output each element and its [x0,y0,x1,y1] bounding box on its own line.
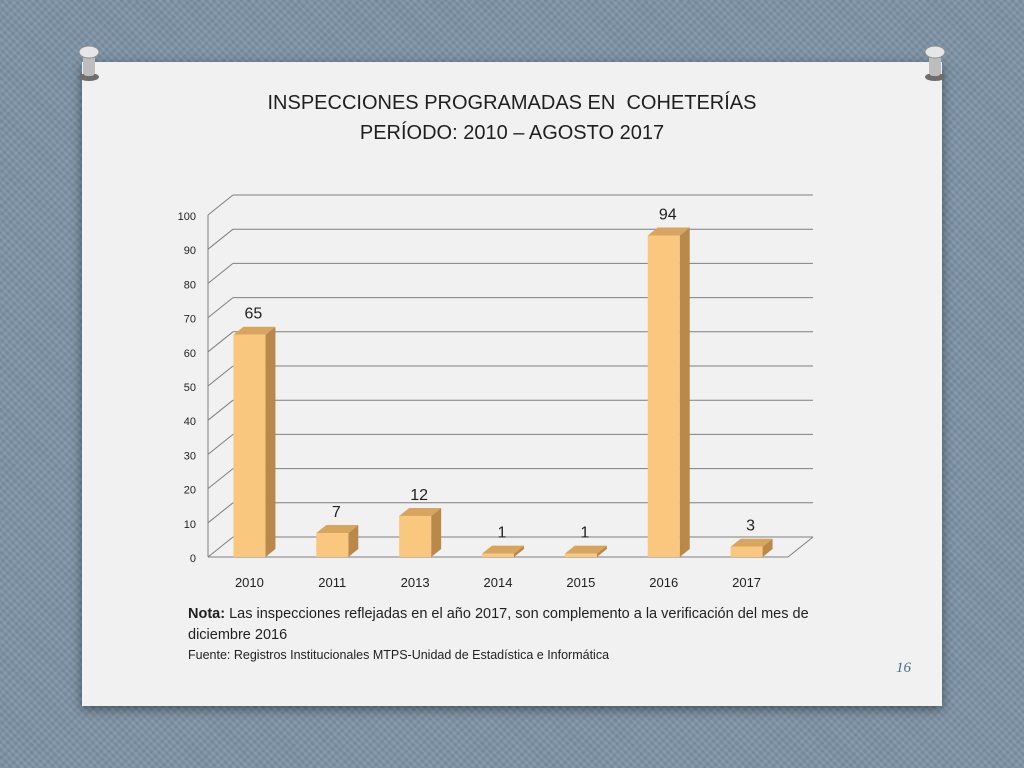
y-tick-label: 90 [184,245,196,257]
y-tick-label: 50 [184,382,196,394]
x-tick-label: 2011 [318,575,346,590]
y-tick-label: 40 [184,416,196,428]
y-tick-label: 70 [184,314,196,326]
bar-top [316,525,359,534]
x-tick-label: 2016 [649,575,678,590]
bar-top [730,538,773,547]
bar [316,533,349,557]
x-tick-label: 2014 [484,575,513,590]
gridline-side [207,399,234,421]
bar [730,546,763,557]
bar-side [679,227,690,557]
y-tick-label: 100 [178,211,196,223]
bar-top [564,545,607,554]
chart-title-line2: PERÍODO: 2010 – AGOSTO 2017 [359,122,665,144]
floor-right-edge [787,536,814,558]
data-label: 3 [746,518,755,535]
pushpin-left-icon [78,45,100,81]
bar [482,553,514,557]
bar [647,235,680,557]
gridline-side [207,194,234,216]
page-number: 16 [896,660,911,676]
x-tick-label: 2013 [401,575,430,590]
gridline-side [207,297,234,318]
bar-top [482,545,524,554]
data-label: 7 [332,504,341,521]
bar-top [399,507,442,516]
bar-side [596,545,607,557]
bar-side [514,545,524,557]
y-tick-label: 10 [184,519,196,531]
gridline-side [207,468,234,489]
data-label: 94 [659,207,677,224]
bar-side [348,525,359,557]
bar [233,334,266,557]
data-label: 1 [580,525,589,542]
chart-title: INSPECCIONES PROGRAMADAS EN COHETERÍAS P… [82,88,942,148]
gridline-side [207,228,234,250]
gridline-side [207,263,234,284]
gridline-side [207,434,234,455]
bar-side [431,507,442,557]
gridline-side [207,536,234,558]
gridline-side [207,502,234,524]
bar-side [265,326,276,557]
x-tick-label: 2015 [566,575,595,590]
note-body: Las inspecciones reflejadas en el año 20… [188,606,809,643]
bar [564,553,597,557]
bar-side [762,538,773,557]
note-label: Nota: [188,606,226,622]
data-label: 1 [498,525,507,542]
y-tick-label: 60 [184,348,196,360]
bar-top [233,326,276,335]
y-tick-label: 30 [184,450,196,462]
chart-title-line1: INSPECCIONES PROGRAMADAS EN COHETERÍAS [267,92,757,114]
source-text: Fuente: Registros Institucionales MTPS-U… [188,648,610,662]
y-tick-label: 80 [184,279,196,291]
y-tick-label: 20 [184,485,196,497]
x-tick-label: 2017 [732,575,761,590]
y-tick-label: 0 [190,553,196,565]
gridline-side [207,331,234,353]
data-label: 12 [410,487,428,504]
note-text: Nota: Las inspecciones reflejadas en el … [188,604,848,646]
slide-panel [82,62,942,706]
bar-top [647,227,690,236]
bar [399,515,432,557]
data-label: 65 [245,306,263,323]
gridline-side [207,365,234,387]
x-tick-label: 2010 [235,575,264,590]
pushpin-right-icon [924,45,946,81]
